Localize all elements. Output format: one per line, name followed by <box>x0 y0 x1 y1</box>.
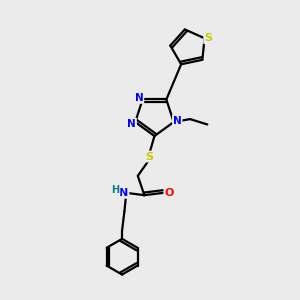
Text: S: S <box>145 152 153 161</box>
Text: N: N <box>135 93 143 103</box>
Text: O: O <box>164 188 174 198</box>
Text: H: H <box>112 185 120 195</box>
Text: N: N <box>119 188 128 198</box>
Text: N: N <box>173 116 182 126</box>
Text: S: S <box>204 33 212 43</box>
Text: N: N <box>127 118 136 129</box>
